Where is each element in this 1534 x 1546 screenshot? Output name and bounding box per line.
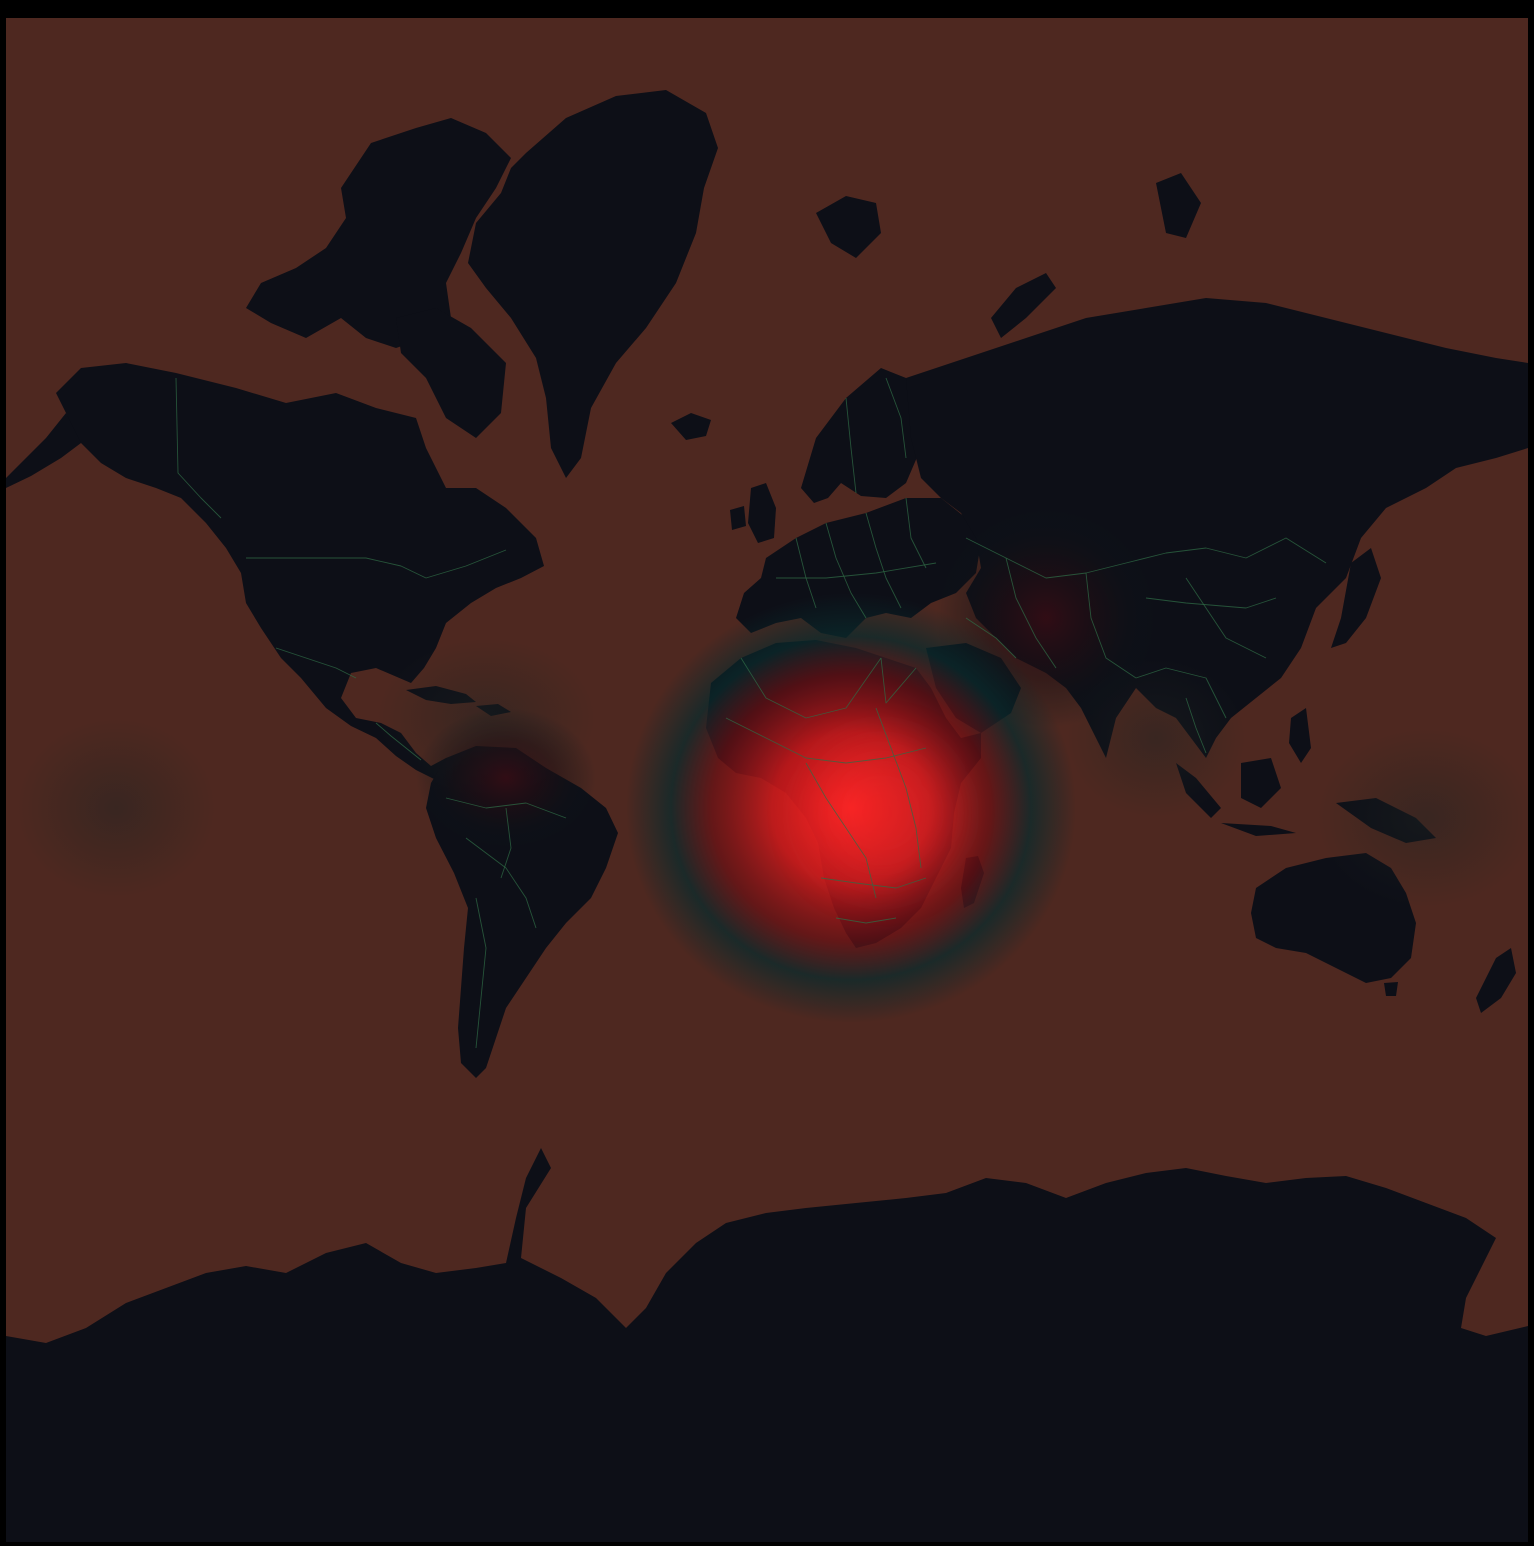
border-asia-5 (1185, 577, 1267, 659)
border-eu-3 (865, 512, 902, 609)
land-tasmania[interactable] (1384, 982, 1398, 996)
border-asia-3 (1085, 572, 1137, 679)
border-scandinavia (845, 397, 857, 494)
land-arctic-islands[interactable] (246, 118, 511, 348)
land-borneo[interactable] (1241, 758, 1281, 808)
land-new-zealand[interactable] (1476, 948, 1516, 1013)
border-sa-4 (500, 807, 512, 879)
hotspot-central-africa-core (811, 743, 951, 883)
land-severnaya-zemlya[interactable] (1156, 173, 1201, 238)
border-asia-6 (1145, 597, 1277, 609)
country-borders (175, 377, 1327, 1049)
border-af-5 (820, 877, 927, 889)
border-alaska (175, 377, 222, 519)
world-map-canvas[interactable] (6, 18, 1528, 1542)
border-sa-3 (475, 897, 487, 1049)
border-af-3 (805, 762, 877, 899)
land-aleutians[interactable] (6, 413, 81, 488)
border-eu-4 (905, 497, 927, 569)
border-eu-2 (825, 522, 867, 619)
land-britain[interactable] (748, 483, 776, 543)
border-sa-1 (445, 797, 567, 819)
land-iceland[interactable] (671, 413, 711, 440)
border-asia-2 (1005, 557, 1057, 669)
border-af-1 (740, 657, 882, 719)
border-asia-7 (965, 617, 1017, 659)
land-antarctica[interactable] (6, 1148, 1528, 1542)
border-se-asia (1185, 697, 1207, 754)
hotspot-faint-western-pacific (1316, 728, 1528, 908)
border-eu-5 (776, 562, 937, 579)
land-greenland[interactable] (468, 90, 718, 478)
hotspot-northern-south-america (416, 708, 596, 848)
border-af-7 (880, 657, 917, 704)
border-finland (885, 377, 907, 459)
border-central-america (375, 722, 422, 761)
border-asia-1 (965, 537, 1327, 579)
border-af-2 (725, 717, 927, 764)
border-af-4 (875, 707, 922, 869)
land-philippines[interactable] (1289, 708, 1311, 763)
hotspot-faint-central-pacific (16, 718, 216, 898)
border-sa-2 (465, 837, 537, 929)
land-novaya-zemlya[interactable] (991, 273, 1056, 338)
land-ireland[interactable] (730, 506, 746, 530)
land-java[interactable] (1221, 823, 1296, 836)
border-us-canada (246, 549, 507, 579)
border-af-6 (835, 917, 897, 924)
border-asia-4 (1135, 667, 1227, 719)
land-baffin[interactable] (396, 308, 506, 438)
heatmap-overlay (16, 508, 1528, 1023)
land-japan[interactable] (1331, 548, 1381, 648)
border-us-mexico (275, 647, 357, 679)
world-map[interactable] (6, 18, 1528, 1542)
land-svalbard[interactable] (816, 196, 881, 258)
